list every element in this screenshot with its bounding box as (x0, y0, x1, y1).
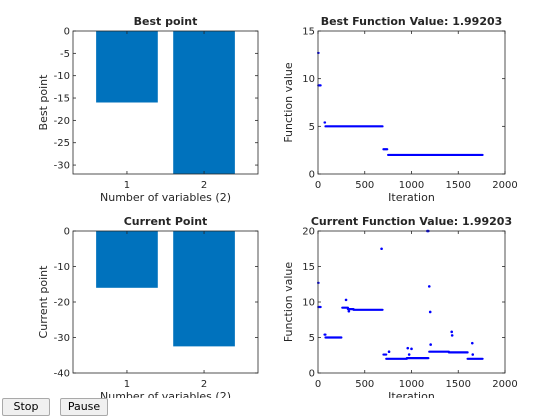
plot-area (318, 231, 505, 373)
x-tick-label: 2 (201, 180, 207, 191)
data-point-14 (470, 341, 474, 345)
x-tick-label: 500 (355, 379, 374, 390)
axes-box (72, 30, 259, 175)
pause-button[interactable]: Pause (60, 398, 108, 416)
y-axis-label: Best point (37, 74, 50, 131)
bar-1 (96, 231, 158, 288)
y-tick-label: 10 (302, 298, 315, 309)
chart-current-point: 0 -10 -20 -30 -40 1 2 Current Point Number of va… (37, 215, 259, 398)
chart-title: Current Function Value: 1.99203 (311, 215, 512, 228)
y-tick-label: 0 (64, 227, 70, 238)
x-tick-label: 0 (315, 379, 321, 390)
y-tick-label: -10 (54, 262, 70, 273)
x-tick-label: 2000 (492, 180, 517, 191)
y-tick-label: -30 (54, 333, 70, 344)
x-tick-label: 0 (315, 180, 321, 191)
y-tick-label: -15 (54, 94, 70, 105)
x-tick-label: 1500 (446, 180, 471, 191)
y-tick-label: 0 (309, 170, 315, 181)
y-tick-label: 5 (309, 122, 315, 133)
x-tick-label: 1500 (446, 379, 471, 390)
y-tick-label: 5 (309, 333, 315, 344)
y-tick-label: 15 (302, 27, 315, 38)
y-tick-label: -30 (54, 161, 70, 172)
bar-2 (173, 231, 235, 347)
y-axis-label: Current point (37, 265, 50, 339)
x-axis-label: Iteration (388, 191, 435, 204)
data-point-3 (387, 350, 391, 354)
data-point-10 (428, 310, 432, 314)
y-tick-label: -25 (54, 138, 70, 149)
y-tick-label: 10 (302, 74, 315, 85)
chart-best-point: 0 -5 -10 -15 -20 -25 -30 1 2 Best point Number of … (37, 15, 259, 204)
y-axis-label: Function value (282, 62, 295, 143)
plot-area (318, 31, 505, 174)
data-point-9 (427, 285, 431, 288)
data-point-1 (347, 309, 351, 313)
data-point-15 (471, 353, 475, 356)
chart-title: Best Function Value: 1.99203 (321, 15, 503, 28)
x-tick-label: 1 (124, 180, 130, 191)
x-tick-label: 1 (124, 379, 130, 390)
y-tick-label: -20 (54, 298, 70, 309)
x-tick-label: 1000 (399, 379, 424, 390)
y-tick-label: -5 (60, 49, 70, 60)
y-tick-label: -40 (54, 369, 70, 380)
x-axis-label: Iteration (388, 390, 435, 398)
x-tick-label: 2000 (492, 379, 517, 390)
data-point-6 (410, 347, 413, 351)
data-point-11 (429, 343, 432, 346)
y-tick-label: 0 (64, 27, 70, 38)
y-axis-label: Function value (282, 262, 295, 343)
y-tick-label: -10 (54, 71, 70, 82)
chart-current-function-value: 0 5 10 15 20 0 500 1000 1500 2000 Current Function… (282, 215, 518, 398)
chart-title: Current Point (124, 215, 208, 228)
stop-button[interactable]: Stop (2, 398, 50, 416)
data-point-4 (406, 346, 410, 350)
bar-1 (96, 31, 158, 103)
y-tick-label: 15 (302, 262, 315, 273)
x-tick-label: 1000 (399, 180, 424, 191)
data-point-13 (450, 334, 454, 337)
bar-2 (173, 31, 235, 174)
chart-best-function-value: 0 5 10 15 0 500 1000 1500 2000 Best Function Valu… (282, 15, 518, 204)
figure: 0 -5 -10 -15 -20 -25 -30 1 2 Best point Number of … (37, 15, 518, 398)
x-tick-label: 2 (201, 379, 207, 390)
y-tick-label: 0 (309, 369, 315, 380)
x-axis-label: Number of variables (2) (100, 191, 231, 204)
data-point-12 (450, 330, 454, 334)
data-point-5 (407, 353, 411, 356)
y-tick-label: 20 (302, 227, 315, 238)
data-point-0 (344, 298, 348, 302)
x-axis-label: Number of variables (2) (100, 390, 231, 398)
x-tick-label: 500 (355, 180, 374, 191)
chart-title: Best point (134, 15, 198, 28)
data-point-2 (380, 247, 383, 251)
y-tick-label: -20 (54, 116, 70, 127)
